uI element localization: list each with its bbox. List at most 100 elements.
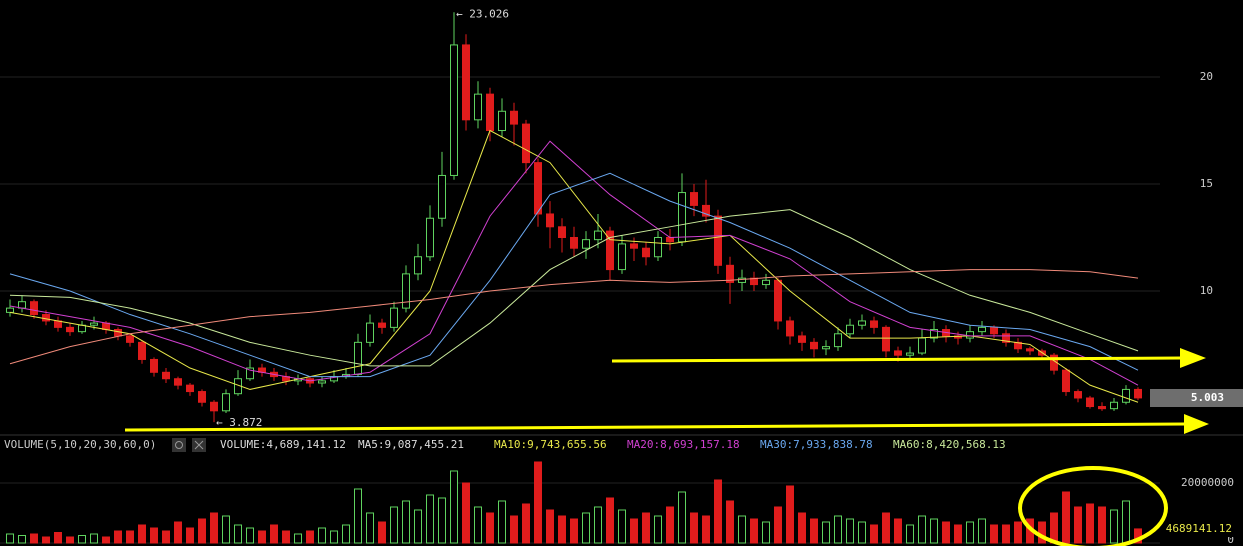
volume-bar — [1110, 509, 1118, 544]
volume-bar — [210, 512, 218, 544]
candle-body — [1098, 406, 1106, 410]
volume-bar — [894, 518, 902, 544]
volume-bar — [150, 527, 158, 544]
candle-body — [1110, 401, 1118, 410]
volume-bar — [618, 509, 626, 544]
volume-bar — [6, 533, 14, 544]
candle-body — [150, 358, 158, 373]
legend-item: MA60:8,420,568.13 — [893, 438, 1006, 451]
y-tick-label: 20 — [1200, 70, 1213, 83]
candle-body — [510, 110, 518, 125]
candle-body — [930, 329, 938, 339]
candle-body — [1026, 348, 1034, 352]
candle-body — [474, 93, 482, 121]
volume-bar — [318, 527, 326, 544]
highlight-ellipse — [1018, 466, 1168, 546]
legend-item: MA20:8,693,157.18 — [627, 438, 740, 451]
legend-title: VOLUME(5,10,20,30,60,0) — [4, 438, 156, 451]
candle-body — [222, 393, 230, 412]
volume-bar — [186, 527, 194, 544]
candle-body — [114, 329, 122, 337]
candle-body — [858, 320, 866, 326]
volume-bar — [246, 527, 254, 544]
candle-body — [894, 350, 902, 356]
volume-bar — [258, 530, 266, 544]
volume-bar — [594, 506, 602, 544]
volume-bar — [582, 512, 590, 544]
volume-bar — [882, 512, 890, 544]
volume-bar — [846, 518, 854, 544]
volume-bar — [966, 521, 974, 544]
candle-body — [690, 192, 698, 206]
close-x — [194, 440, 204, 450]
volume-bar — [102, 536, 110, 544]
candle-body — [318, 380, 326, 384]
candle-body — [534, 162, 542, 215]
candle-body — [1002, 333, 1010, 343]
candle-body — [162, 371, 170, 380]
candle-body — [78, 324, 86, 333]
volume-bar — [306, 530, 314, 544]
candle-body — [798, 335, 806, 343]
candle-body — [846, 324, 854, 335]
volume-bar — [726, 500, 734, 544]
volume-bar — [462, 482, 470, 544]
settings-icon[interactable] — [172, 438, 186, 452]
candle-body — [54, 320, 62, 328]
candle-body — [378, 322, 386, 328]
candle-body — [102, 322, 110, 331]
volume-bar — [750, 518, 758, 544]
volume-bar — [174, 521, 182, 544]
candle-body — [246, 367, 254, 380]
volume-bar — [522, 503, 530, 544]
legend-item: VOLUME:4,689,141.12 — [220, 438, 346, 451]
candle-body — [366, 322, 374, 343]
volume-bar — [954, 524, 962, 544]
candle-body — [606, 230, 614, 271]
volume-bar — [162, 530, 170, 544]
candle-body — [834, 333, 842, 348]
volume-bar — [546, 509, 554, 544]
candle-body — [1122, 388, 1130, 403]
volume-bar — [1098, 506, 1106, 544]
volume-tick-label: 0 — [1227, 533, 1234, 546]
arrow-head — [1184, 414, 1209, 434]
candle-body — [1074, 391, 1082, 399]
volume-bar — [282, 530, 290, 544]
volume-bar — [126, 530, 134, 544]
candle-body — [390, 307, 398, 328]
volume-bar — [1050, 512, 1058, 544]
volume-bar — [810, 518, 818, 544]
candle-body — [414, 256, 422, 275]
candle-body — [126, 335, 134, 343]
volume-bar — [798, 512, 806, 544]
volume-bar — [822, 521, 830, 544]
candle-body — [18, 301, 26, 309]
volume-bar — [534, 461, 542, 544]
candle-body — [90, 322, 98, 326]
volume-bar — [942, 521, 950, 544]
volume-bar — [138, 524, 146, 544]
volume-bar — [774, 506, 782, 544]
volume-bar — [786, 485, 794, 544]
volume-bar — [30, 533, 38, 544]
volume-bar — [714, 479, 722, 544]
volume-bar — [1014, 521, 1022, 544]
high-label: ← 23.026 — [456, 7, 509, 20]
candle-body — [462, 44, 470, 121]
candle-body — [210, 401, 218, 412]
candle-body — [570, 237, 578, 249]
volume-bar — [1086, 503, 1094, 544]
volume-tag: 4689141.12 — [1166, 522, 1232, 535]
candle-body — [594, 230, 602, 241]
candle-body — [186, 384, 194, 393]
volume-bar — [1062, 491, 1070, 544]
volume-bar — [402, 500, 410, 544]
volume-bar — [654, 515, 662, 544]
candle-body — [786, 320, 794, 337]
volume-bar — [630, 518, 638, 544]
legend-item: MA5:9,087,455.21 — [358, 438, 464, 451]
candle-body — [138, 341, 146, 360]
volume-bar — [222, 515, 230, 544]
volume-bar — [858, 521, 866, 544]
